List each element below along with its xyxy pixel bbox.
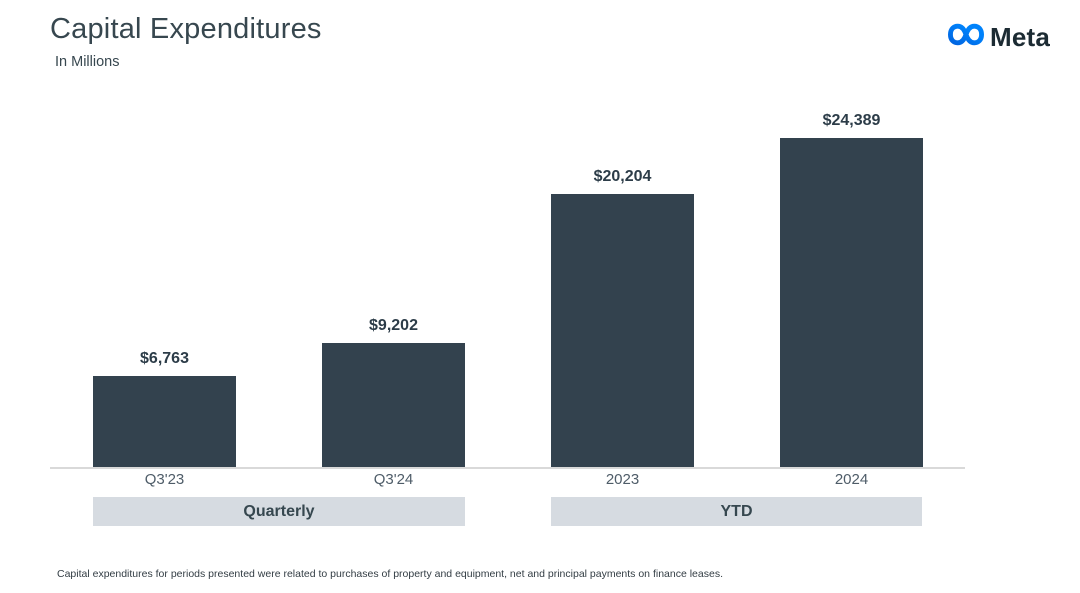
- group-band-quarterly: Quarterly: [93, 497, 465, 526]
- x-axis-line: [50, 467, 965, 469]
- x-tick-label: Q3'24: [373, 471, 414, 488]
- x-tick-label: 2023: [605, 471, 640, 488]
- bar-2024: [780, 138, 923, 467]
- footnote: Capital expenditures for periods present…: [57, 568, 723, 580]
- bar-value-label: $9,202: [369, 317, 418, 334]
- bar-Q3'23: [93, 376, 236, 467]
- bar-Q3'24: [322, 343, 465, 467]
- group-band-ytd: YTD: [551, 497, 922, 526]
- meta-logo: Meta: [946, 21, 1050, 53]
- x-tick-label: Q3'23: [144, 471, 185, 488]
- group-band-label: YTD: [720, 502, 753, 520]
- group-band-label: Quarterly: [243, 502, 315, 520]
- page-subtitle: In Millions: [55, 54, 120, 70]
- page-title: Capital Expenditures: [50, 13, 322, 45]
- bar-value-label: $24,389: [822, 112, 881, 129]
- x-tick-label: 2024: [834, 471, 869, 488]
- bar-value-label: $20,204: [593, 168, 652, 185]
- meta-wordmark: Meta: [990, 21, 1051, 52]
- bar-2023: [551, 194, 694, 467]
- bar-value-label: $6,763: [140, 350, 189, 367]
- meta-infinity-icon: [946, 21, 986, 53]
